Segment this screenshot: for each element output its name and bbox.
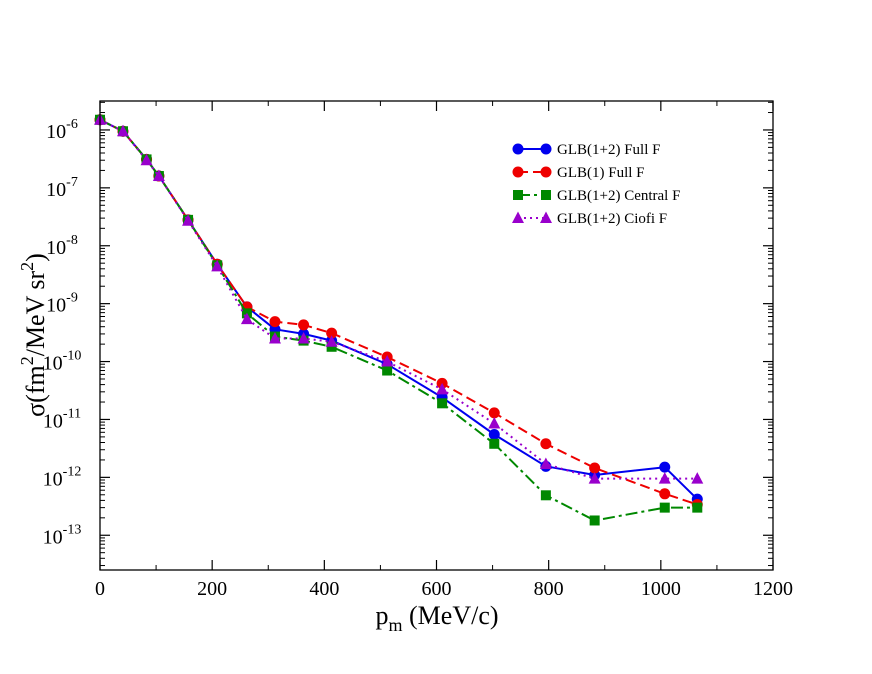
plot-area <box>94 113 704 526</box>
legend-marker <box>540 166 552 178</box>
data-point <box>659 488 671 500</box>
x-tick-label: 400 <box>309 578 339 600</box>
y-tick-label: 10-13 <box>43 522 82 548</box>
data-point <box>297 332 310 344</box>
x-axis-title: pm (MeV/c) <box>375 601 498 635</box>
series-line <box>99 118 698 522</box>
data-point <box>436 382 449 395</box>
legend-marker <box>541 190 551 200</box>
x-tick-label: 600 <box>422 578 452 600</box>
data-point <box>326 327 338 339</box>
y-tick-label: 10-8 <box>46 233 78 259</box>
y-axis-title: σ(fm2/MeV sr2) <box>17 253 50 417</box>
data-point <box>116 124 129 137</box>
legend-label: GLB(1+2) Full F <box>557 142 660 158</box>
x-tick-label: 800 <box>534 578 564 600</box>
data-point <box>489 438 500 449</box>
data-point <box>488 417 501 429</box>
y-tick-label: 10-11 <box>43 406 81 432</box>
data-point <box>269 316 281 328</box>
legend-marker <box>540 143 552 155</box>
y-axis-title-part-2: /MeV sr <box>21 270 50 356</box>
y-axis-title-part-1: σ(fm <box>21 365 50 417</box>
data-point <box>540 490 551 501</box>
data-point <box>658 472 671 484</box>
data-point <box>325 335 338 347</box>
legend-marker <box>512 166 524 178</box>
y-tick-label: 10-10 <box>43 349 82 375</box>
data-point <box>588 472 601 484</box>
y-tick-label: 10-12 <box>43 464 82 490</box>
data-point <box>268 332 281 344</box>
data-point <box>152 169 165 182</box>
data-point <box>437 398 448 409</box>
legend-label: GLB(1+2) Central F <box>557 188 680 204</box>
x-axis-title-main: p <box>375 601 388 630</box>
data-point <box>692 502 703 513</box>
legend-entry: GLB(1+2) Central F <box>513 188 680 204</box>
legend-label: GLB(1+2) Ciofi F <box>557 211 667 227</box>
legend: GLB(1+2) Full F GLB(1) Full F GLB(1+2) Cen… <box>512 142 680 227</box>
data-point <box>382 365 393 376</box>
legend-label: GLB(1) Full F <box>557 165 645 181</box>
data-point <box>659 502 670 513</box>
data-point <box>298 319 310 331</box>
data-point <box>539 457 552 470</box>
x-axis-title-unit: (MeV/c) <box>403 601 499 630</box>
axes: 0 200 400 600 800 1000 1200 10-6 10-7 10-8 10-9 10-… <box>43 100 793 600</box>
legend-marker <box>512 143 524 155</box>
data-point <box>488 428 500 440</box>
y-axis-title-part-3: ) <box>21 253 50 262</box>
y-tick-label: 10-7 <box>46 175 78 201</box>
data-point <box>659 461 671 473</box>
y-axis-title-superscript-2: 2 <box>17 262 37 271</box>
data-point <box>240 312 253 325</box>
x-tick-label: 1000 <box>641 578 681 600</box>
data-point <box>211 259 224 272</box>
data-point <box>589 515 600 526</box>
data-point <box>140 153 153 166</box>
x-tick-label: 1200 <box>753 578 793 600</box>
x-tick-label: 200 <box>197 578 227 600</box>
legend-entry: GLB(1+2) Full F <box>512 142 660 158</box>
legend-marker <box>512 211 524 223</box>
x-tick-label: 0 <box>95 578 105 600</box>
data-point <box>381 355 394 367</box>
plot-frame <box>99 100 774 571</box>
legend-marker <box>513 190 523 200</box>
y-tick-label: 10-6 <box>46 117 78 143</box>
data-point <box>182 214 195 226</box>
data-point <box>691 472 704 484</box>
data-point <box>540 438 552 450</box>
legend-marker <box>540 211 552 223</box>
data-point <box>488 407 500 419</box>
series-4 <box>94 113 704 484</box>
legend-entry: GLB(1+2) Ciofi F <box>512 211 667 227</box>
y-tick-label: 10-9 <box>46 291 78 317</box>
legend-entry: GLB(1) Full F <box>512 165 645 181</box>
x-axis-title-subscript: m <box>388 615 402 635</box>
data-point <box>326 341 337 352</box>
data-point <box>589 462 601 474</box>
y-axis-title-superscript-1: 2 <box>17 356 37 365</box>
